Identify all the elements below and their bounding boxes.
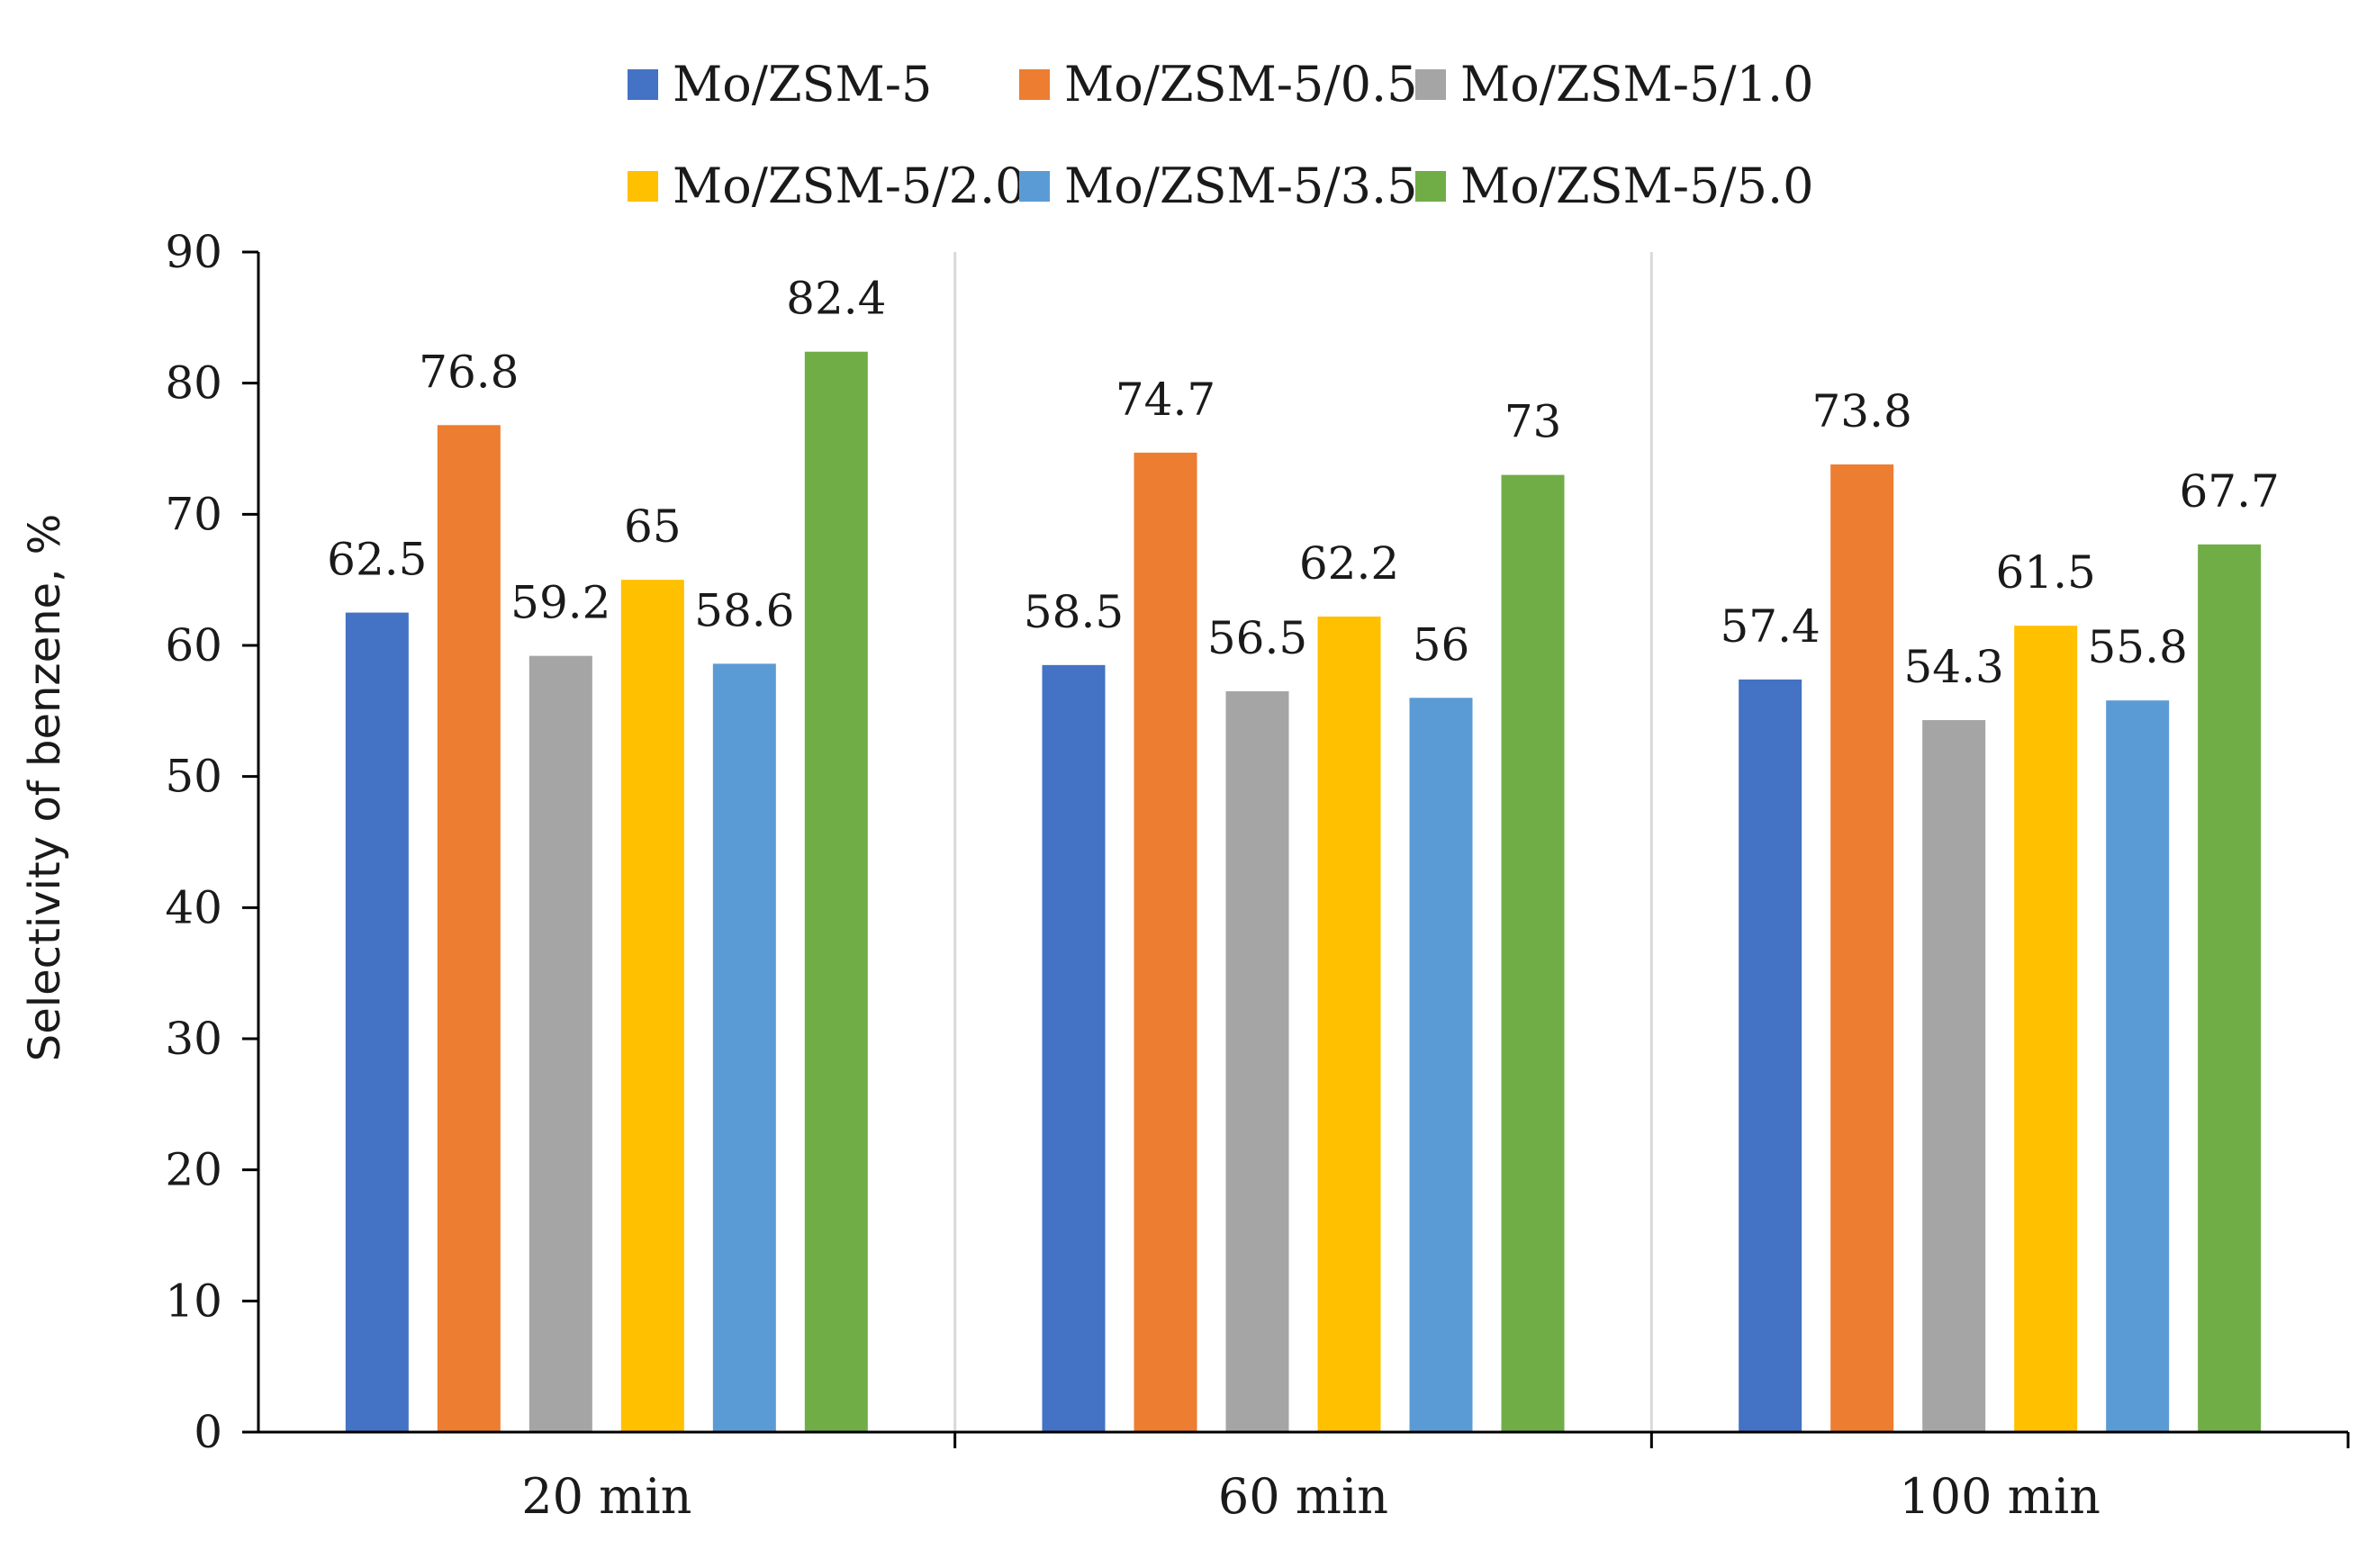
bar [437, 425, 501, 1432]
bar [529, 655, 592, 1432]
y-tick-label: 10 [165, 1275, 222, 1327]
bar [1042, 664, 1106, 1432]
legend-label: Mo/ZSM-5 [673, 56, 932, 113]
legend-label: Mo/ZSM-5/2.0 [673, 158, 1025, 214]
legend-label: Mo/ZSM-5/1.0 [1460, 56, 1813, 113]
data-label: 73.8 [1812, 385, 1912, 437]
y-tick-label: 80 [165, 357, 222, 410]
bars [345, 351, 2262, 1433]
y-tick-label: 60 [165, 619, 222, 671]
data-label: 67.7 [2180, 465, 2280, 518]
bar [2014, 626, 2078, 1432]
data-label: 58.5 [1024, 586, 1124, 638]
legend-swatch [628, 171, 658, 202]
legend-swatch [628, 69, 658, 100]
bar [1501, 474, 1565, 1433]
bar [2106, 700, 2170, 1432]
data-label: 62.5 [327, 534, 427, 586]
y-tick-label: 40 [165, 881, 222, 933]
data-label: 58.6 [694, 584, 794, 636]
data-label: 54.3 [1904, 641, 2004, 693]
bar [1409, 698, 1473, 1432]
bar [2198, 544, 2262, 1432]
bar [804, 351, 868, 1432]
legend-swatch [1415, 171, 1446, 202]
data-label: 56.5 [1207, 612, 1307, 664]
legend-swatch [1415, 69, 1446, 100]
bar [712, 663, 776, 1432]
data-label: 74.7 [1116, 374, 1215, 426]
y-tick-label: 70 [165, 488, 222, 540]
legend-label: Mo/ZSM-5/3.5 [1064, 158, 1417, 214]
bar [1922, 720, 1986, 1432]
data-label: 76.8 [419, 346, 519, 398]
y-tick-label: 90 [165, 226, 222, 278]
data-label: 61.5 [1996, 546, 2096, 599]
y-tick-label: 20 [165, 1144, 222, 1196]
x-category-label: 20 min [521, 1468, 691, 1525]
x-axis: 20 min 60 min 100 min [258, 1430, 2350, 1525]
legend-label: Mo/ZSM-5/5.0 [1460, 158, 1813, 214]
data-label: 56 [1413, 618, 1470, 671]
data-label: 82.4 [786, 273, 886, 325]
data-label: 62.2 [1299, 537, 1399, 590]
y-tick-label: 30 [165, 1013, 222, 1065]
y-tick-label: 0 [194, 1406, 222, 1458]
x-category-label: 100 min [1899, 1468, 2100, 1525]
y-axis: 0 10 20 30 40 50 60 70 80 90 [165, 226, 260, 1458]
bar [1317, 616, 1381, 1432]
bar [1225, 690, 1289, 1432]
data-label: 65 [624, 500, 682, 553]
bar [1134, 452, 1197, 1432]
legend-swatch [1019, 171, 1050, 202]
bar [345, 612, 409, 1432]
bar [620, 580, 684, 1432]
data-label: 57.4 [1721, 600, 1820, 653]
bar [1739, 679, 1802, 1432]
legend-swatch [1019, 69, 1050, 100]
data-label: 73 [1504, 396, 1562, 448]
data-label: 55.8 [2088, 621, 2188, 673]
category-separators [953, 252, 1653, 1432]
x-category-label: 60 min [1218, 1468, 1388, 1525]
y-axis-title: Selectivity of benzene, % [20, 514, 70, 1061]
legend-label: Mo/ZSM-5/0.5 [1064, 56, 1417, 113]
bar [1830, 464, 1894, 1432]
y-tick-label: 50 [165, 751, 222, 803]
legend: Mo/ZSM-5 Mo/ZSM-5/0.5 Mo/ZSM-5/1.0 Mo/ZSM-5… [628, 56, 1813, 214]
data-label: 59.2 [510, 577, 610, 629]
